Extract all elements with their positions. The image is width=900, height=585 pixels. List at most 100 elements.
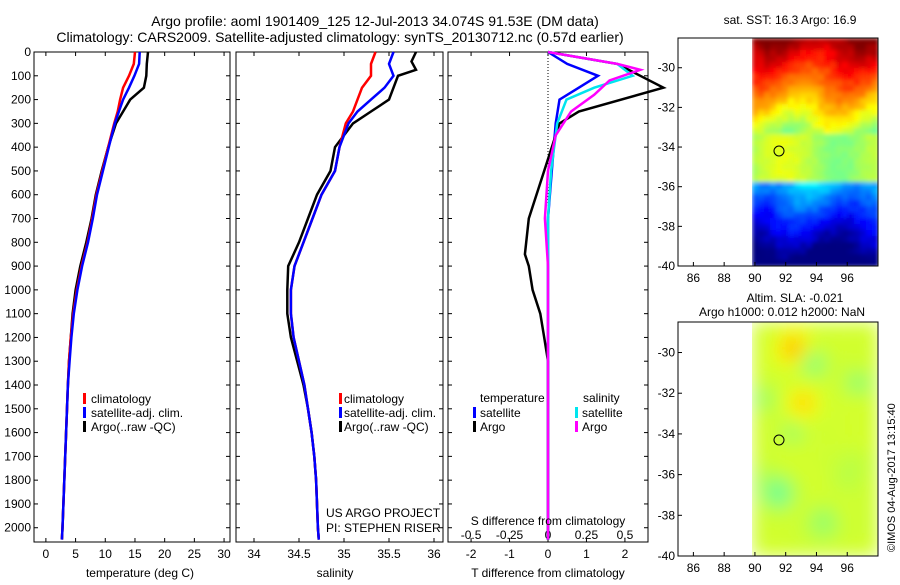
legend-swatch-temp-satellite bbox=[473, 407, 476, 418]
s-diff-tick-label: -0.5 bbox=[461, 528, 482, 542]
map-x-tick-label: 94 bbox=[810, 271, 824, 285]
legend-swatch-climatology bbox=[83, 393, 86, 404]
temperature-depth-axis: 0 100 200 300 400 500 600 700 800 900 1000 1100 1200… bbox=[4, 45, 648, 535]
legend-label-temp-satellite: satellite bbox=[480, 406, 521, 420]
sla-map-title1: Altim. SLA: -0.021 bbox=[747, 291, 844, 305]
depth-tick-label: 300 bbox=[11, 116, 31, 130]
sla-map-axes: 86 88 90 92 94 96 -30 -32 -34 -36 -38 -40 bbox=[658, 346, 855, 575]
s-diff-tick-label: 0.25 bbox=[575, 528, 599, 542]
map-y-tick-label: -36 bbox=[658, 468, 676, 482]
x-tick-label: 0 bbox=[545, 547, 552, 561]
map-y-tick-label: -34 bbox=[658, 140, 676, 154]
map-y-tick-label: -40 bbox=[658, 549, 676, 563]
sst-map-title: sat. SST: 16.3 Argo: 16.9 bbox=[724, 13, 857, 27]
depth-tick-label: 900 bbox=[11, 259, 31, 273]
temperature-legend: climatology satellite-adj. clim. Argo(..… bbox=[83, 392, 183, 434]
map-y-tick-label: -36 bbox=[658, 180, 676, 194]
depth-tick-label: 600 bbox=[11, 188, 31, 202]
salinity-x-axis: 34 34.5 35 35.5 36 bbox=[247, 52, 441, 561]
temperature-series bbox=[60, 51, 150, 540]
sst-map-panel: sat. SST: 16.3 Argo: 16.9 86 88 90 92 94 96 -3… bbox=[658, 13, 879, 285]
legend-label-satellite: satellite-adj. clim. bbox=[91, 406, 183, 420]
map-y-tick-label: -32 bbox=[658, 386, 676, 400]
depth-tick-label: 1600 bbox=[4, 426, 31, 440]
x-tick-label: 36 bbox=[427, 547, 441, 561]
depth-tick-label: 500 bbox=[11, 164, 31, 178]
legend-title-salinity: salinity bbox=[583, 391, 620, 405]
legend-label-satellite: satellite-adj. clim. bbox=[344, 406, 436, 420]
x-tick-label: 34 bbox=[247, 547, 261, 561]
map-y-tick-label: -30 bbox=[658, 61, 676, 75]
salinity-xlabel: salinity bbox=[317, 566, 354, 580]
map-x-tick-label: 96 bbox=[841, 271, 855, 285]
map-x-tick-label: 92 bbox=[779, 271, 793, 285]
difference-series bbox=[523, 50, 667, 540]
map-x-tick-label: 92 bbox=[779, 561, 793, 575]
sst-map-axes: 86 88 90 92 94 96 -30 -32 -34 -36 -38 -40 bbox=[658, 61, 855, 285]
x-tick-label: -2 bbox=[466, 547, 477, 561]
series-line bbox=[546, 50, 601, 540]
salinity-panel: 34 34.5 35 35.5 36 salinity climatology sate… bbox=[235, 51, 444, 580]
sst-map-frame bbox=[677, 37, 879, 267]
salinity-legend: climatology satellite-adj. clim. Argo(..… bbox=[339, 392, 436, 434]
x-tick-label: 35.5 bbox=[377, 547, 401, 561]
sst-heatmap bbox=[752, 38, 878, 266]
map-x-tick-label: 90 bbox=[748, 561, 762, 575]
argo-float-marker bbox=[773, 145, 785, 157]
series-line bbox=[289, 51, 395, 540]
depth-tick-label: 1800 bbox=[4, 473, 31, 487]
map-x-tick-label: 86 bbox=[687, 561, 701, 575]
x-tick-label: 5 bbox=[72, 547, 79, 561]
credit-project: US ARGO PROJECT bbox=[326, 506, 441, 520]
legend-label-temp-argo: Argo bbox=[480, 420, 506, 434]
series-line bbox=[286, 51, 418, 540]
x-tick-label: 34.5 bbox=[287, 547, 311, 561]
difference-top-label: S difference from climatology bbox=[471, 514, 626, 528]
imos-timestamp: ©IMOS 04-Aug-2017 13:15:40 bbox=[886, 403, 898, 552]
map-x-tick-label: 96 bbox=[841, 561, 855, 575]
x-tick-label: 25 bbox=[188, 547, 202, 561]
depth-tick-label: 400 bbox=[11, 140, 31, 154]
depth-tick-label: 100 bbox=[11, 69, 31, 83]
depth-tick-label: 200 bbox=[11, 93, 31, 107]
map-y-tick-label: -38 bbox=[658, 508, 676, 522]
legend-label-sal-argo: Argo bbox=[582, 420, 608, 434]
series-line bbox=[546, 50, 636, 540]
salinity-axes-frame bbox=[235, 51, 444, 543]
difference-xlabel: T difference from climatology bbox=[471, 566, 625, 580]
legend-swatch-sal-satellite bbox=[575, 407, 578, 418]
depth-tick-label: 800 bbox=[11, 235, 31, 249]
salinity-series bbox=[286, 51, 418, 540]
series-line bbox=[523, 50, 667, 540]
x-tick-label: 30 bbox=[217, 547, 231, 561]
sla-map-panel: Altim. SLA: -0.021 Argo h1000: 0.012 h20… bbox=[658, 291, 898, 575]
depth-tick-label: 0 bbox=[24, 45, 31, 59]
depth-tick-label: 1300 bbox=[4, 354, 31, 368]
temperature-panel: 0100200300400500600700800900100011001200… bbox=[4, 45, 648, 580]
credit-pi: PI: STEPHEN RISER bbox=[326, 521, 441, 535]
legend-title-temperature: temperature bbox=[480, 391, 545, 405]
depth-tick-label: 1700 bbox=[4, 449, 31, 463]
depth-tick-label: 1400 bbox=[4, 378, 31, 392]
map-x-tick-label: 88 bbox=[717, 561, 731, 575]
depth-tick-label: 1000 bbox=[4, 283, 31, 297]
s-diff-tick-label: 0.5 bbox=[617, 528, 634, 542]
legend-label-climatology: climatology bbox=[344, 392, 404, 406]
legend-swatch-temp-argo bbox=[473, 421, 476, 432]
legend-label-argo: Argo(..raw -QC) bbox=[344, 420, 429, 434]
legend-swatch-argo bbox=[339, 421, 342, 432]
sla-map-frame bbox=[677, 321, 879, 557]
depth-tick-label: 1200 bbox=[4, 330, 31, 344]
sla-heatmap bbox=[752, 322, 878, 556]
series-line bbox=[60, 51, 141, 540]
depth-tick-label: 2000 bbox=[4, 521, 31, 535]
map-x-tick-label: 88 bbox=[717, 271, 731, 285]
s-diff-tick-label: -0.25 bbox=[496, 528, 524, 542]
argo-float-marker bbox=[773, 434, 785, 446]
map-y-tick-label: -32 bbox=[658, 100, 676, 114]
map-y-tick-label: -34 bbox=[658, 427, 676, 441]
map-y-tick-label: -40 bbox=[658, 259, 676, 273]
